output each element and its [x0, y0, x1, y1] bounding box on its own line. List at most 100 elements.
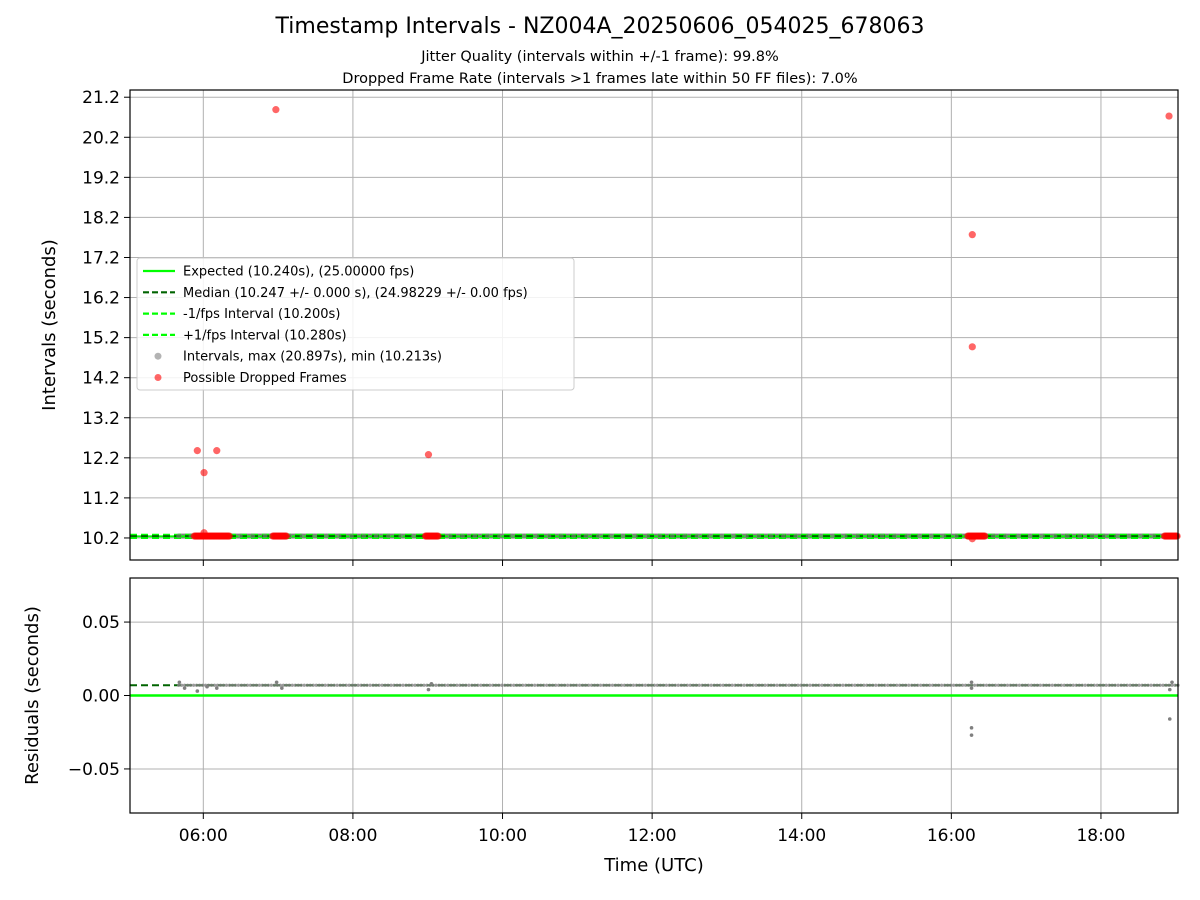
- residual-point: [410, 683, 414, 687]
- residual-point: [634, 683, 639, 687]
- residual-point: [820, 683, 824, 687]
- residual-point: [1002, 683, 1007, 687]
- residual-point: [236, 683, 241, 687]
- residual-point: [440, 683, 444, 687]
- interval-point: [497, 533, 502, 539]
- legend-entry: Intervals, max (20.897s), min (10.213s): [183, 350, 442, 365]
- residual-point: [862, 683, 866, 687]
- interval-point: [583, 533, 589, 539]
- interval-point: [410, 533, 416, 539]
- residual-point: [1116, 683, 1120, 687]
- residual-point: [844, 683, 848, 687]
- residual-point: [260, 683, 265, 687]
- interval-point: [571, 533, 576, 539]
- residual-point: [577, 683, 582, 687]
- residual-point: [554, 683, 558, 687]
- residual-point: [566, 683, 570, 687]
- y-tick-label: 19.2: [82, 168, 120, 188]
- dropped-frame-point: [200, 469, 208, 477]
- residual-point: [769, 683, 773, 687]
- residual-point: [946, 683, 950, 687]
- residual-point: [631, 683, 636, 687]
- residual-point: [214, 686, 219, 690]
- residual-point: [557, 683, 561, 687]
- residual-point: [329, 683, 333, 687]
- residual-point: [245, 683, 250, 687]
- residual-point: [694, 683, 698, 687]
- interval-point: [929, 533, 934, 539]
- residual-point: [1149, 683, 1153, 687]
- y-tick-label: 11.2: [82, 489, 120, 509]
- interval-point: [608, 533, 614, 539]
- residual-point: [712, 683, 716, 687]
- residual-point: [344, 683, 348, 687]
- residual-point: [263, 683, 267, 687]
- interval-point: [793, 533, 799, 539]
- dropped-frame-point: [213, 447, 221, 455]
- residual-point: [646, 683, 650, 687]
- residual-point: [269, 683, 273, 687]
- residual-point: [981, 683, 986, 687]
- residual-point: [536, 683, 540, 687]
- residual-point: [829, 683, 833, 687]
- residual-point: [224, 683, 229, 687]
- residual-point: [931, 683, 935, 687]
- residual-point: [482, 683, 486, 687]
- residual-point: [1086, 683, 1090, 687]
- residual-point: [999, 683, 1004, 687]
- residual-point: [948, 683, 953, 687]
- residual-point: [787, 683, 791, 687]
- residual-point: [280, 686, 284, 690]
- residual-point: [724, 683, 728, 687]
- y-tick-label: 21.2: [82, 88, 120, 108]
- interval-point: [953, 533, 959, 539]
- residual-point: [1020, 683, 1025, 687]
- interval-series: [130, 106, 1181, 543]
- dropped-frame-point: [981, 532, 989, 540]
- interval-point: [546, 533, 552, 539]
- residual-point: [461, 683, 465, 687]
- residual-point: [954, 683, 959, 687]
- residual-point: [287, 683, 291, 687]
- residual-point: [218, 683, 223, 687]
- x-tick-label: 18:00: [1076, 826, 1125, 846]
- residual-point: [233, 683, 238, 687]
- residual-point: [972, 683, 977, 687]
- residual-point: [323, 683, 327, 687]
- residual-point: [1059, 683, 1063, 687]
- interval-point: [250, 533, 256, 539]
- interval-point: [842, 533, 848, 539]
- dropped-frame-point: [200, 529, 208, 537]
- residual-point: [1110, 683, 1114, 687]
- legend-entry: Possible Dropped Frames: [183, 371, 347, 386]
- residual-point: [739, 683, 743, 687]
- residual-point: [925, 683, 929, 687]
- residual-point: [560, 683, 564, 687]
- residual-point: [317, 683, 321, 687]
- residual-point: [500, 683, 504, 687]
- residuals-ticks: −0.05 0.00 0.05 06:00 08:00 10:00 12:00 14:00 16…: [68, 613, 1126, 846]
- residual-point: [859, 683, 863, 687]
- interval-point: [1126, 533, 1132, 539]
- interval-point: [743, 533, 749, 539]
- dropped-frame-point: [282, 532, 290, 540]
- y-tick-label: 10.2: [82, 529, 120, 549]
- residual-point: [197, 683, 202, 687]
- residual-point: [969, 733, 974, 737]
- residual-point: [368, 683, 372, 687]
- residual-point: [1053, 683, 1057, 687]
- residual-point: [455, 683, 459, 687]
- residual-point: [335, 683, 339, 687]
- residual-point: [1065, 683, 1069, 687]
- interval-point: [904, 533, 910, 539]
- interval-point: [818, 533, 823, 539]
- legend-entry: Median (10.247 +/- 0.000 s), (24.98229 +…: [183, 286, 528, 301]
- residual-point: [1134, 683, 1138, 687]
- residual-point: [607, 683, 612, 687]
- residual-point: [604, 683, 609, 687]
- intervals-ticks: 10.2 11.2 12.2 13.2 14.2 15.2 16.2 17.2 18.2 19.2…: [82, 88, 1102, 566]
- residual-point: [205, 684, 209, 689]
- residual-point: [772, 683, 776, 687]
- residual-series: [130, 680, 1180, 737]
- residual-point: [191, 683, 196, 687]
